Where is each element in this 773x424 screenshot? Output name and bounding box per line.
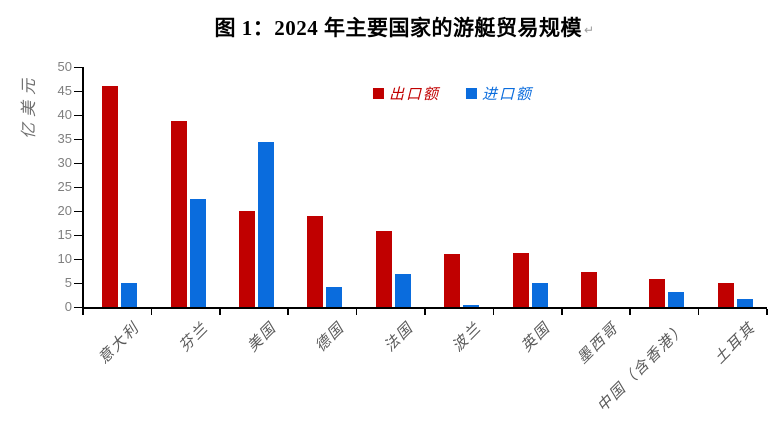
export-bar-1 bbox=[170, 121, 187, 307]
x-axis-line bbox=[82, 307, 767, 309]
legend: 出口额 进口额 bbox=[372, 83, 533, 104]
import-bar-1 bbox=[189, 199, 206, 307]
y-axis-tick-label: 5 bbox=[64, 275, 72, 290]
export-bar-4 bbox=[375, 231, 392, 307]
y-axis-tick bbox=[74, 114, 82, 116]
legend-swatch-icon bbox=[372, 88, 384, 99]
x-category-label: 英国 bbox=[518, 319, 554, 356]
y-axis-tick-label: 15 bbox=[57, 227, 72, 242]
x-axis-tick bbox=[82, 309, 84, 315]
y-axis-title: 亿美元 bbox=[21, 72, 38, 139]
x-axis-tick bbox=[355, 309, 358, 315]
import-bar-9 bbox=[736, 298, 753, 307]
x-axis-tick bbox=[287, 309, 289, 315]
x-category-label: 芬兰 bbox=[176, 319, 212, 356]
y-axis-tick bbox=[74, 306, 82, 308]
y-axis-tick-label: 0 bbox=[64, 299, 72, 314]
y-axis-tick bbox=[74, 186, 82, 188]
import-bar-6 bbox=[531, 282, 548, 307]
y-axis-tick bbox=[74, 258, 82, 260]
legend-label: 进口额 bbox=[482, 87, 534, 103]
export-bar-9 bbox=[717, 283, 734, 307]
chart-title: 图 1：2024 年主要国家的游艇贸易规模 ↵ bbox=[18, 12, 773, 42]
import-bar-8 bbox=[668, 291, 685, 307]
x-axis-tick bbox=[424, 309, 426, 315]
y-axis-tick-label: 50 bbox=[57, 59, 72, 74]
x-axis-tick bbox=[697, 309, 700, 315]
export-bar-5 bbox=[444, 254, 461, 307]
paragraph-mark-icon: ↵ bbox=[583, 23, 595, 37]
y-axis-tick bbox=[74, 66, 82, 68]
import-bar-5 bbox=[463, 304, 480, 307]
x-axis-tick bbox=[492, 309, 495, 315]
export-bar-6 bbox=[512, 253, 529, 307]
y-axis-tick bbox=[74, 138, 82, 140]
export-bar-3 bbox=[307, 215, 324, 307]
x-category-label: 美国 bbox=[244, 319, 281, 356]
y-axis-tick bbox=[74, 210, 82, 212]
y-axis-tick-label: 45 bbox=[57, 83, 72, 98]
import-bar-2 bbox=[258, 141, 274, 307]
legend-label: 出口额 bbox=[388, 87, 440, 103]
import-bar-3 bbox=[326, 287, 343, 307]
chart-title-text: 图 1：2024 年主要国家的游艇贸易规模 bbox=[214, 16, 582, 40]
legend-item: 进口额 bbox=[466, 83, 533, 104]
x-category-label: 德国 bbox=[313, 319, 349, 356]
y-axis-tick bbox=[74, 282, 82, 284]
y-axis-tick bbox=[74, 234, 82, 236]
y-axis-tick-label: 35 bbox=[57, 131, 72, 146]
export-bar-2 bbox=[239, 211, 255, 307]
import-bar-0 bbox=[121, 283, 138, 307]
x-axis-tick bbox=[629, 309, 631, 315]
x-category-label: 意大利 bbox=[95, 319, 144, 368]
y-axis-tick-label: 20 bbox=[57, 203, 72, 218]
y-axis-tick-label: 40 bbox=[57, 107, 72, 122]
y-axis-tick-label: 30 bbox=[57, 155, 72, 170]
legend-swatch-icon bbox=[466, 88, 477, 99]
x-category-label: 墨西哥 bbox=[574, 319, 623, 368]
export-bar-7 bbox=[581, 272, 597, 307]
x-axis-tick bbox=[219, 309, 221, 315]
y-axis-tick bbox=[74, 162, 82, 164]
x-category-label: 土耳其 bbox=[711, 319, 759, 368]
x-category-label: 波兰 bbox=[449, 319, 486, 356]
y-axis-tick-label: 10 bbox=[57, 251, 72, 266]
x-category-label: 法国 bbox=[381, 319, 417, 356]
y-axis-tick bbox=[74, 90, 82, 92]
legend-item: 出口额 bbox=[372, 83, 440, 104]
export-bar-8 bbox=[649, 279, 666, 307]
y-axis-tick-label: 25 bbox=[57, 179, 72, 194]
export-bar-0 bbox=[102, 86, 119, 307]
x-axis-tick bbox=[766, 309, 768, 315]
x-axis-tick bbox=[150, 309, 153, 315]
y-axis-line bbox=[82, 67, 84, 307]
x-axis-tick bbox=[561, 309, 563, 315]
import-bar-4 bbox=[394, 273, 411, 307]
